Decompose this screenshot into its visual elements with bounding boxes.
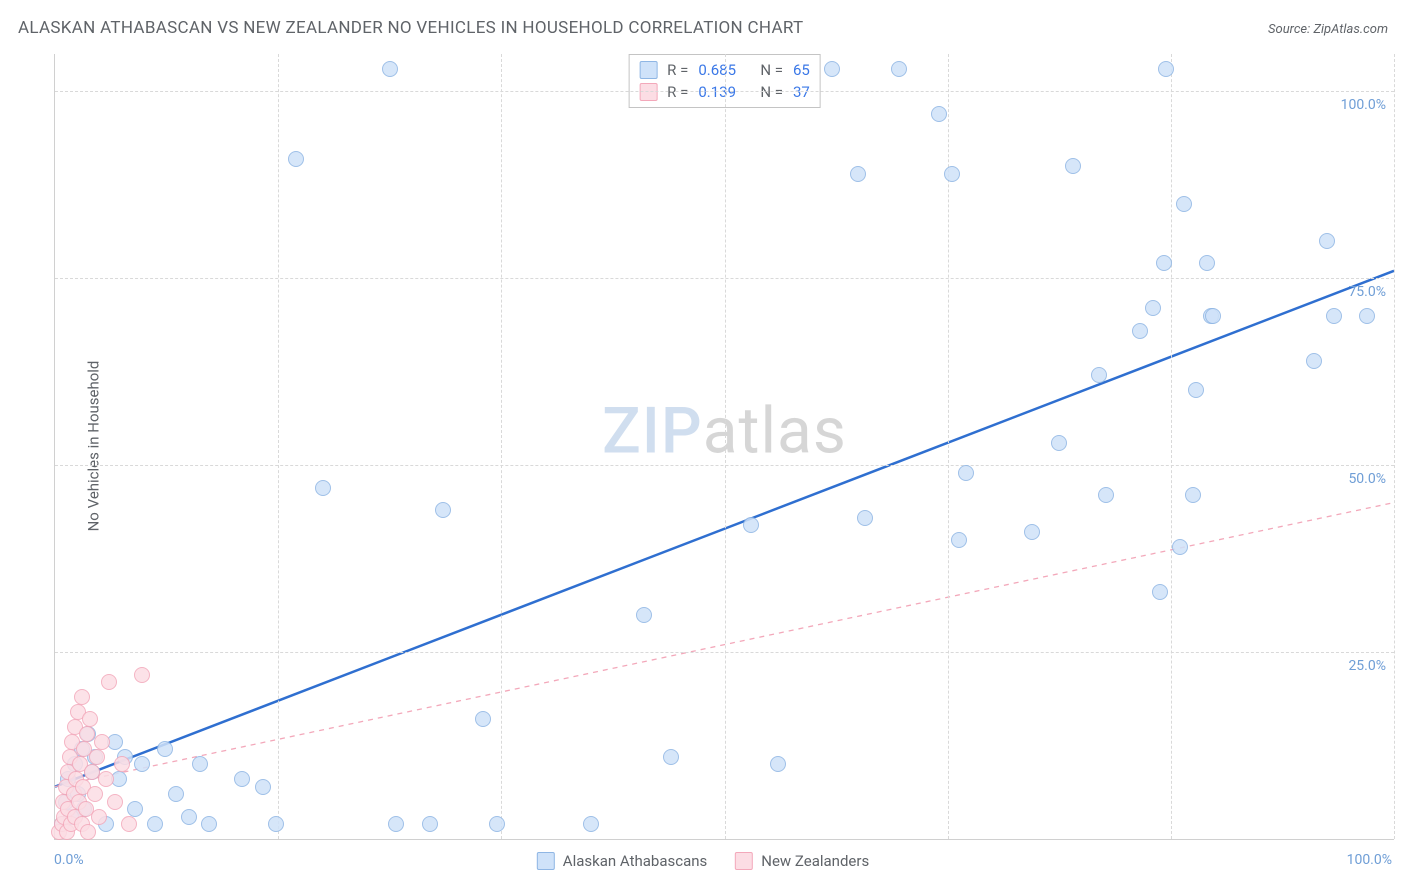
data-point-athabascan	[1156, 255, 1172, 271]
data-point-athabascan	[663, 749, 679, 765]
n-label: N =	[760, 61, 783, 79]
data-point-athabascan	[636, 607, 652, 623]
data-point-newzealander	[87, 786, 103, 802]
data-point-athabascan	[1051, 435, 1067, 451]
data-point-athabascan	[1065, 158, 1081, 174]
y-tick-label: 100.0%	[1341, 97, 1386, 113]
data-point-newzealander	[121, 816, 137, 832]
data-point-athabascan	[1091, 367, 1107, 383]
data-point-athabascan	[1205, 308, 1221, 324]
data-point-newzealander	[82, 711, 98, 727]
x-tick-max: 100.0%	[1347, 852, 1392, 868]
data-point-newzealander	[79, 726, 95, 742]
data-point-athabascan	[268, 816, 284, 832]
data-point-athabascan	[1132, 323, 1148, 339]
series-legend: Alaskan Athabascans New Zealanders	[537, 852, 869, 870]
data-point-athabascan	[1185, 487, 1201, 503]
data-point-athabascan	[1359, 308, 1375, 324]
data-point-athabascan	[388, 816, 404, 832]
data-point-athabascan	[1172, 539, 1188, 555]
data-point-athabascan	[583, 816, 599, 832]
data-point-athabascan	[315, 480, 331, 496]
data-point-athabascan	[770, 756, 786, 772]
x-tick-min: 0.0%	[54, 852, 84, 868]
data-point-athabascan	[475, 711, 491, 727]
source-prefix: Source:	[1268, 22, 1313, 37]
data-point-athabascan	[1176, 196, 1192, 212]
legend-label: Alaskan Athabascans	[563, 852, 707, 870]
data-point-newzealander	[134, 667, 150, 683]
legend-item-newzealander: New Zealanders	[735, 852, 869, 870]
data-point-athabascan	[489, 816, 505, 832]
legend-swatch	[735, 852, 753, 870]
v-gridline	[1394, 54, 1395, 839]
data-point-athabascan	[435, 502, 451, 518]
data-point-athabascan	[134, 756, 150, 772]
data-point-newzealander	[98, 771, 114, 787]
data-point-athabascan	[288, 151, 304, 167]
data-point-newzealander	[94, 734, 110, 750]
data-point-athabascan	[944, 166, 960, 182]
data-point-athabascan	[958, 465, 974, 481]
chart-title: ALASKAN ATHABASCAN VS NEW ZEALANDER NO V…	[18, 18, 803, 38]
data-point-athabascan	[1326, 308, 1342, 324]
source-name: ZipAtlas.com	[1313, 22, 1388, 37]
v-gridline	[501, 54, 502, 839]
data-point-newzealander	[74, 689, 90, 705]
y-tick-label: 50.0%	[1348, 471, 1386, 487]
data-point-athabascan	[382, 61, 398, 77]
data-point-athabascan	[850, 166, 866, 182]
data-point-athabascan	[1152, 584, 1168, 600]
v-gridline	[725, 54, 726, 839]
legend-item-athabascan: Alaskan Athabascans	[537, 852, 707, 870]
y-tick-label: 25.0%	[1348, 658, 1386, 674]
data-point-newzealander	[107, 794, 123, 810]
stats-swatch	[639, 61, 657, 79]
data-point-athabascan	[1098, 487, 1114, 503]
data-point-athabascan	[201, 816, 217, 832]
y-tick-label: 75.0%	[1348, 284, 1386, 300]
data-point-athabascan	[157, 741, 173, 757]
data-point-athabascan	[168, 786, 184, 802]
data-point-athabascan	[857, 510, 873, 526]
data-point-athabascan	[1145, 300, 1161, 316]
data-point-athabascan	[192, 756, 208, 772]
data-point-newzealander	[80, 824, 96, 840]
data-point-athabascan	[743, 517, 759, 533]
data-point-newzealander	[101, 674, 117, 690]
legend-swatch	[537, 852, 555, 870]
r-value: 0.685	[698, 61, 744, 79]
data-point-athabascan	[1024, 524, 1040, 540]
data-point-athabascan	[181, 809, 197, 825]
legend-label: New Zealanders	[761, 852, 869, 870]
data-point-athabascan	[824, 61, 840, 77]
data-point-athabascan	[1188, 382, 1204, 398]
n-value: 65	[793, 61, 810, 79]
data-point-athabascan	[1306, 353, 1322, 369]
data-point-athabascan	[234, 771, 250, 787]
data-point-athabascan	[127, 801, 143, 817]
data-point-newzealander	[91, 809, 107, 825]
data-point-athabascan	[931, 106, 947, 122]
source-attribution: Source: ZipAtlas.com	[1268, 22, 1388, 37]
data-point-athabascan	[891, 61, 907, 77]
r-label: R =	[667, 61, 688, 79]
chart-plot-area: ZIPatlas R =0.685N =65R =0.139N =37 25.0…	[54, 54, 1394, 840]
data-point-newzealander	[89, 749, 105, 765]
v-gridline	[1171, 54, 1172, 839]
data-point-athabascan	[147, 816, 163, 832]
data-point-athabascan	[422, 816, 438, 832]
data-point-athabascan	[951, 532, 967, 548]
data-point-newzealander	[114, 756, 130, 772]
v-gridline	[278, 54, 279, 839]
data-point-athabascan	[255, 779, 271, 795]
data-point-athabascan	[1319, 233, 1335, 249]
data-point-athabascan	[1199, 255, 1215, 271]
data-point-athabascan	[1158, 61, 1174, 77]
